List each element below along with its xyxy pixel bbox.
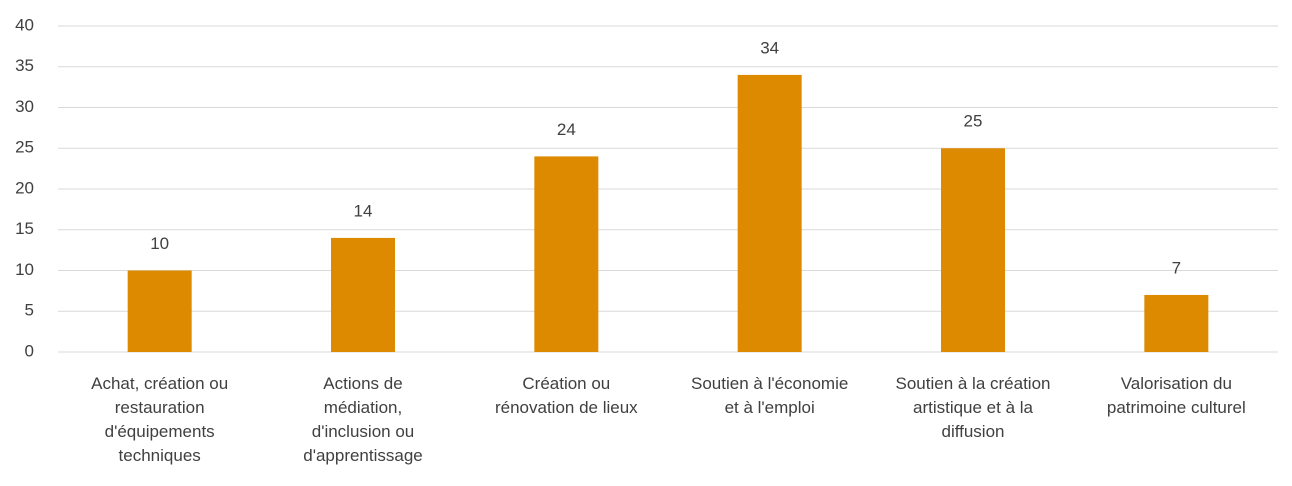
bar xyxy=(534,156,599,352)
bar xyxy=(941,148,1005,352)
x-tick-label: Soutien à l'économie et à l'emploi xyxy=(691,374,848,417)
y-tick-label: 15 xyxy=(15,219,34,238)
y-tick-label: 0 xyxy=(25,341,34,360)
x-tick-label: Actions de médiation, d'inclusion ou d'appr… xyxy=(303,374,423,465)
y-tick-label: 30 xyxy=(15,97,34,116)
x-tick-label: Valorisation du patrimoine culturel xyxy=(1107,374,1246,417)
data-label: 14 xyxy=(354,201,373,220)
x-tick-label: Achat, création ou restauration d'équipeme… xyxy=(91,374,228,465)
y-tick-label: 20 xyxy=(15,178,34,197)
y-tick-label: 10 xyxy=(15,260,34,279)
x-tick-label: Soutien à la création artistique et à la d… xyxy=(896,374,1051,441)
bar xyxy=(331,237,395,352)
x-tick-label: Création ou rénovation de lieux xyxy=(495,374,638,417)
bar xyxy=(127,270,192,352)
data-label: 25 xyxy=(964,112,983,131)
y-tick-label: 5 xyxy=(25,301,34,320)
data-label: 34 xyxy=(760,38,779,57)
data-label: 7 xyxy=(1172,258,1181,277)
data-label: 10 xyxy=(150,234,169,253)
data-label: 24 xyxy=(557,120,576,139)
y-tick-label: 40 xyxy=(15,15,34,34)
bar xyxy=(1144,294,1209,352)
y-tick-label: 35 xyxy=(15,56,34,75)
bar xyxy=(737,74,802,353)
y-tick-label: 25 xyxy=(15,138,34,157)
